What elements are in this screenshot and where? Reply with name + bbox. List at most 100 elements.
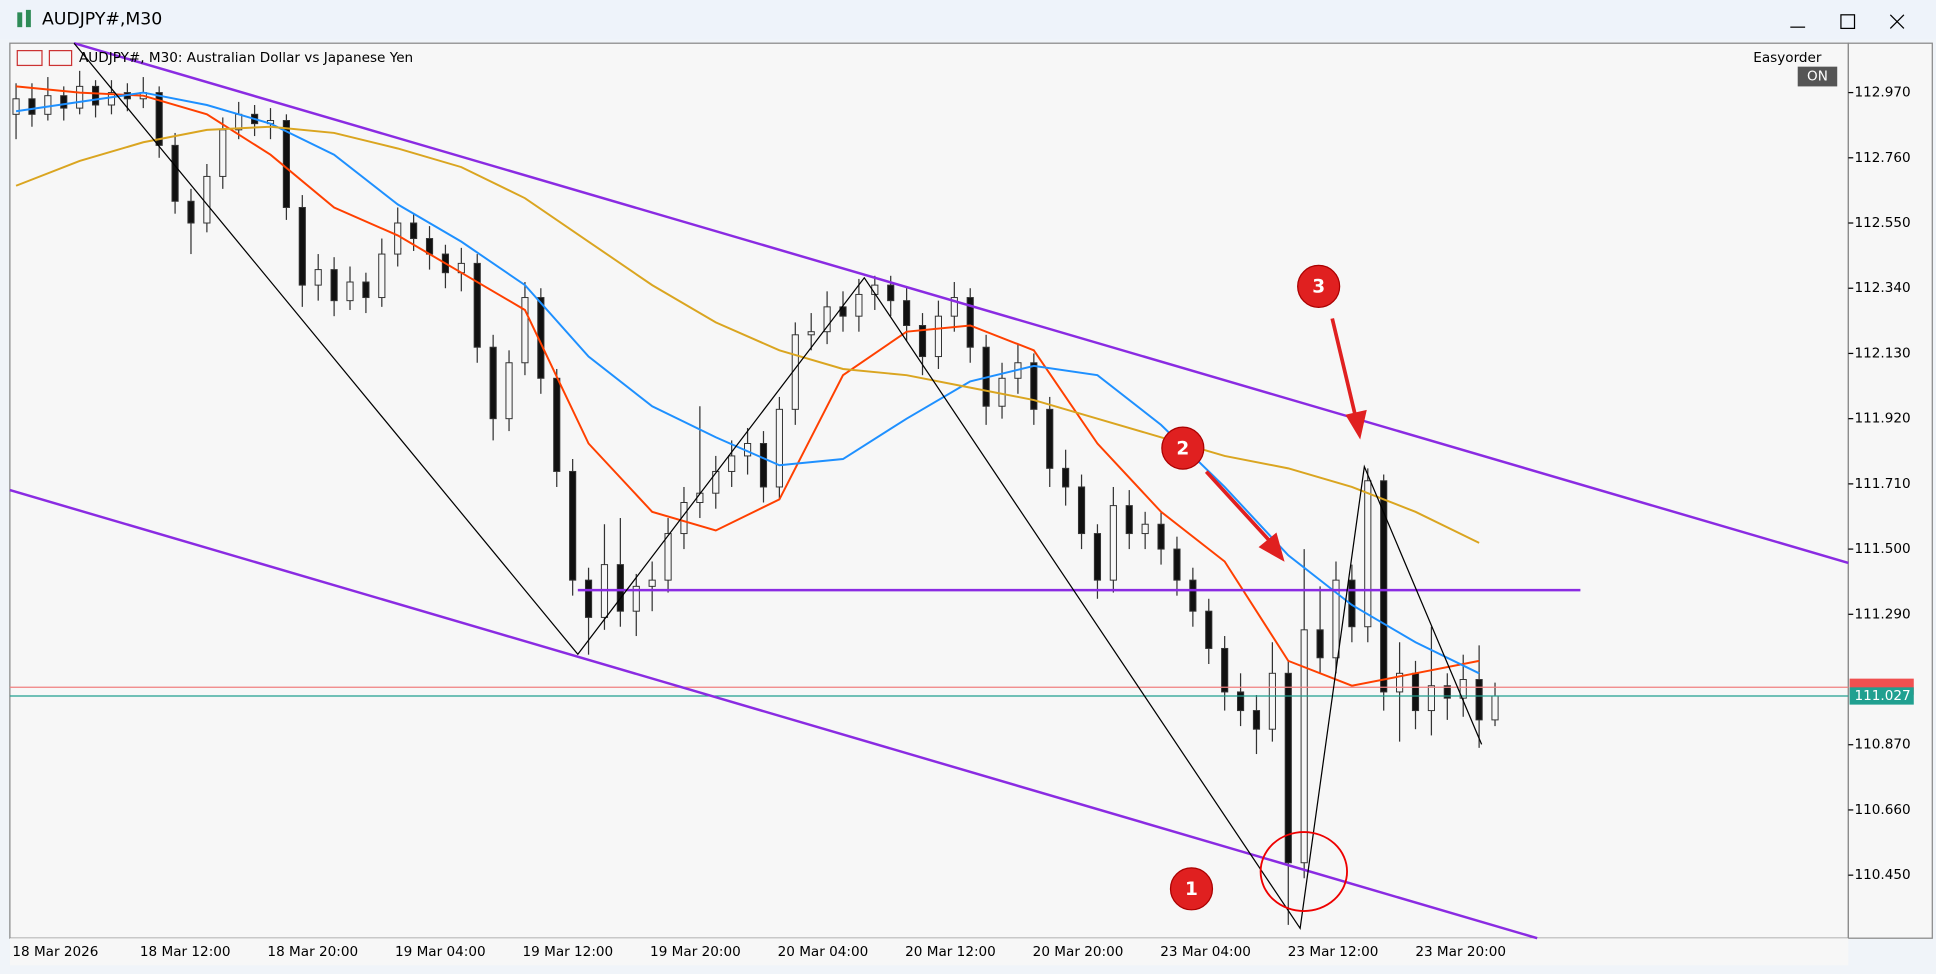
- candle-body: [1141, 523, 1149, 535]
- candle-body: [903, 300, 911, 326]
- y-tick-label: 110.870: [1855, 737, 1911, 753]
- candle-body: [616, 564, 624, 612]
- candle-body: [1300, 629, 1308, 864]
- candle-body: [1221, 647, 1229, 693]
- candle-body: [1109, 505, 1117, 581]
- maximize-button[interactable]: [1840, 14, 1856, 30]
- candle-body: [1173, 548, 1181, 581]
- y-tick-label: 112.340: [1855, 280, 1911, 296]
- candle-body: [1077, 486, 1086, 535]
- x-tick-label: 20 Mar 04:00: [778, 944, 869, 960]
- candle-body: [648, 579, 656, 587]
- y-tick-label: 110.660: [1855, 802, 1911, 818]
- bid-price-box: [1849, 687, 1914, 705]
- arrows: [1204, 318, 1367, 562]
- moving-average: [15, 125, 1480, 544]
- candle-body: [664, 533, 672, 581]
- title-bar: [0, 0, 1936, 40]
- candle-body: [998, 377, 1006, 407]
- window-title: AUDJPY#,M30: [42, 10, 162, 30]
- candle-body: [44, 95, 52, 115]
- candle-body: [346, 281, 354, 302]
- candle-body: [1268, 672, 1276, 730]
- candle-body: [632, 585, 640, 612]
- x-tick-label: 18 Mar 12:00: [140, 944, 231, 960]
- candle-body: [823, 306, 831, 333]
- candle-body: [1030, 362, 1038, 410]
- candle-body: [28, 98, 36, 115]
- badge: [1161, 426, 1205, 470]
- moving-average: [15, 85, 1480, 687]
- candle-body: [712, 470, 720, 494]
- x-tick-label: 20 Mar 20:00: [1033, 944, 1124, 960]
- candle-body: [775, 408, 783, 488]
- candle-body: [282, 120, 290, 208]
- candle-body: [1125, 505, 1133, 535]
- channel-lines: [9, 42, 1849, 940]
- candle-body: [1396, 672, 1404, 693]
- candle-body: [807, 331, 815, 336]
- candle-body: [1189, 579, 1197, 612]
- candle-body: [759, 443, 768, 488]
- candle-body: [91, 85, 100, 106]
- highlight-circle: [1259, 831, 1348, 912]
- plugin-name: Easyorder: [1753, 50, 1822, 66]
- candle-body: [219, 129, 227, 177]
- candle-body: [12, 98, 20, 115]
- candle-body: [489, 346, 497, 420]
- candle-body: [1380, 480, 1388, 693]
- x-tick-label: 23 Mar 12:00: [1288, 944, 1379, 960]
- x-tick-label: 23 Mar 20:00: [1415, 944, 1506, 960]
- candle-body: [1459, 679, 1467, 699]
- candle-body: [1364, 480, 1372, 628]
- candle-body: [155, 92, 163, 146]
- plot: 112.970 112.760 112.550 112.340 112.130 111.9…: [9, 70, 1914, 960]
- x-tick-label: 23 Mar 04:00: [1160, 944, 1251, 960]
- candle-body: [1284, 672, 1292, 864]
- candle-body: [1252, 710, 1261, 730]
- close-button[interactable]: [1889, 14, 1905, 29]
- candle-body: [1205, 610, 1213, 649]
- badge-label: 2: [1176, 438, 1189, 459]
- on-button[interactable]: [1797, 66, 1838, 87]
- candle-body: [1332, 579, 1340, 659]
- moving-average: [15, 91, 1480, 675]
- badge-label: 3: [1312, 277, 1325, 298]
- header-icons: [16, 49, 73, 67]
- candle-body: [728, 455, 736, 472]
- candle-body: [950, 297, 958, 317]
- candle-body: [298, 206, 306, 286]
- y-tick-label: 111.290: [1855, 606, 1911, 622]
- candle-body: [473, 262, 481, 348]
- candle-body: [521, 297, 529, 364]
- candle-body: [1475, 679, 1483, 721]
- y-tick-label: 112.970: [1855, 85, 1911, 101]
- candle-body: [855, 293, 863, 317]
- candle-body: [1427, 685, 1435, 712]
- x-tick-label: 19 Mar 04:00: [395, 944, 486, 960]
- y-tick-label: 111.500: [1855, 541, 1911, 557]
- zigzag: [73, 42, 1483, 931]
- x-tick-label: 18 Mar 20:00: [267, 944, 358, 960]
- candle-body: [171, 144, 179, 202]
- candle-body: [887, 284, 895, 302]
- candle-body: [1411, 672, 1420, 712]
- candle-body: [187, 200, 195, 224]
- candle-body: [394, 222, 402, 255]
- bid-price-label: 111.027: [1855, 688, 1911, 704]
- candle-body: [76, 85, 84, 109]
- time-axis: [9, 938, 1849, 966]
- badge: [1169, 867, 1214, 911]
- candle-body: [966, 297, 974, 348]
- on-button-label: ON: [1807, 69, 1828, 85]
- candle-body: [330, 269, 338, 302]
- candle-body: [934, 315, 942, 358]
- badge-label: 1: [1185, 879, 1198, 900]
- candle-body: [569, 470, 577, 581]
- candle-body: [1491, 695, 1499, 721]
- candle-body: [1443, 685, 1451, 699]
- y-tick-label: 110.450: [1855, 867, 1911, 883]
- candle-body: [1157, 523, 1165, 550]
- y-tick-label: 112.760: [1855, 150, 1911, 166]
- candle-body: [1062, 467, 1070, 488]
